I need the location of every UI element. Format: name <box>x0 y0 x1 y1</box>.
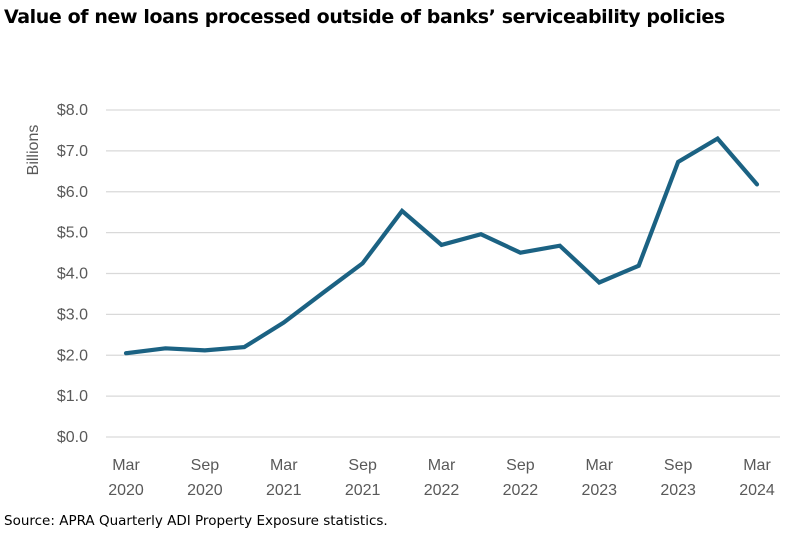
x-tick-label: 2021 <box>345 482 381 499</box>
x-tick-label: 2022 <box>424 482 460 499</box>
x-tick-label: 2023 <box>581 482 617 499</box>
y-tick-label: $4.0 <box>57 266 88 283</box>
x-tick-label: 2023 <box>660 482 696 499</box>
x-tick-label: 2020 <box>108 482 144 499</box>
x-tick-label: 2024 <box>739 482 775 499</box>
y-tick-label: $1.0 <box>57 388 88 405</box>
y-tick-label: $3.0 <box>57 306 88 323</box>
x-tick-label: Mar <box>270 457 298 474</box>
x-tick-label: 2022 <box>503 482 539 499</box>
x-tick-label: Sep <box>506 457 535 474</box>
y-tick-label: $2.0 <box>57 347 88 364</box>
x-tick-label: Mar <box>428 457 456 474</box>
chart-title: Value of new loans processed outside of … <box>4 6 725 28</box>
y-tick-label: $5.0 <box>57 225 88 242</box>
x-tick-label: Mar <box>112 457 140 474</box>
series-line <box>123 135 760 356</box>
y-tick-label: $7.0 <box>57 143 88 160</box>
x-tick-label: 2021 <box>266 482 302 499</box>
x-tick-label: 2020 <box>187 482 223 499</box>
x-tick-label: Sep <box>348 457 377 474</box>
x-tick-label: Mar <box>743 457 771 474</box>
x-tick-label: Mar <box>585 457 613 474</box>
y-tick-label: $8.0 <box>57 102 88 119</box>
y-tick-label: $6.0 <box>57 184 88 201</box>
y-tick-label: $0.0 <box>57 429 88 446</box>
x-tick-label: Sep <box>191 457 220 474</box>
y-axis-label: Billions <box>25 125 42 176</box>
x-tick-label: Sep <box>664 457 693 474</box>
source-note: Source: APRA Quarterly ADI Property Expo… <box>4 513 388 529</box>
